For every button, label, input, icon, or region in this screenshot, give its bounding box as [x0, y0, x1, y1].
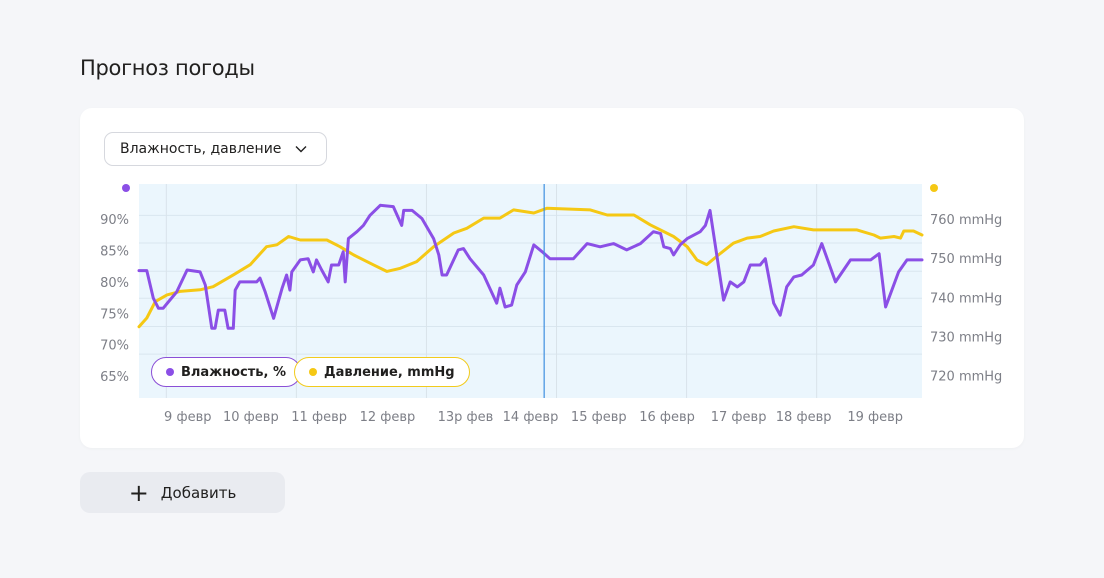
page-title: Прогноз погоды	[80, 56, 255, 80]
x-tick-label: 18 февр	[776, 410, 832, 425]
x-tick-label: 19 февр	[847, 410, 903, 425]
add-button[interactable]: + Добавить	[80, 472, 285, 513]
legend-humidity[interactable]: Влажность, %	[151, 357, 302, 387]
legend-pressure[interactable]: Давление, mmHg	[294, 357, 470, 387]
humidity-dot-icon	[166, 368, 174, 376]
metric-select-dropdown[interactable]: Влажность, давление	[104, 132, 327, 166]
y-right-tick-label: 720 mmHg	[930, 370, 1002, 385]
y-left-tick-label: 90%	[100, 213, 129, 228]
chevron-down-icon	[295, 146, 307, 153]
x-tick-label: 13р фев	[438, 410, 494, 425]
y-left-tick-label: 70%	[100, 339, 129, 354]
y-right-tick-label: 760 mmHg	[930, 213, 1002, 228]
y-right-tick-label: 740 mmHg	[930, 291, 1002, 306]
x-tick-label: 11 февр	[291, 410, 347, 425]
legend-humidity-label: Влажность, %	[181, 364, 287, 380]
pressure-series-line	[137, 206, 924, 329]
x-tick-label: 14 февр	[503, 410, 559, 425]
left-axis-humidity-dot-icon	[122, 184, 130, 192]
x-tick-label: 16 февр	[639, 410, 695, 425]
metric-select-value: Влажность, давление	[120, 141, 282, 157]
y-left-tick-label: 85%	[100, 245, 129, 260]
x-tick-label: 15 февр	[571, 410, 627, 425]
add-button-label: Добавить	[160, 483, 237, 502]
y-right-tick-label: 750 mmHg	[930, 252, 1002, 267]
x-tick-label: 10 февр	[223, 410, 279, 425]
y-left-tick-label: 65%	[100, 370, 129, 385]
x-tick-label: 17 февр	[711, 410, 767, 425]
legend-pressure-label: Давление, mmHg	[324, 364, 455, 380]
y-right-tick-label: 730 mmHg	[930, 330, 1002, 345]
humidity-series-line	[137, 203, 924, 330]
plus-icon: +	[128, 478, 149, 507]
y-left-tick-label: 80%	[100, 276, 129, 291]
pressure-dot-icon	[309, 368, 317, 376]
y-left-tick-label: 75%	[100, 307, 129, 322]
x-tick-label: 9 февр	[164, 410, 211, 425]
x-tick-label: 12 февр	[360, 410, 416, 425]
right-axis-pressure-dot-icon	[930, 184, 938, 192]
